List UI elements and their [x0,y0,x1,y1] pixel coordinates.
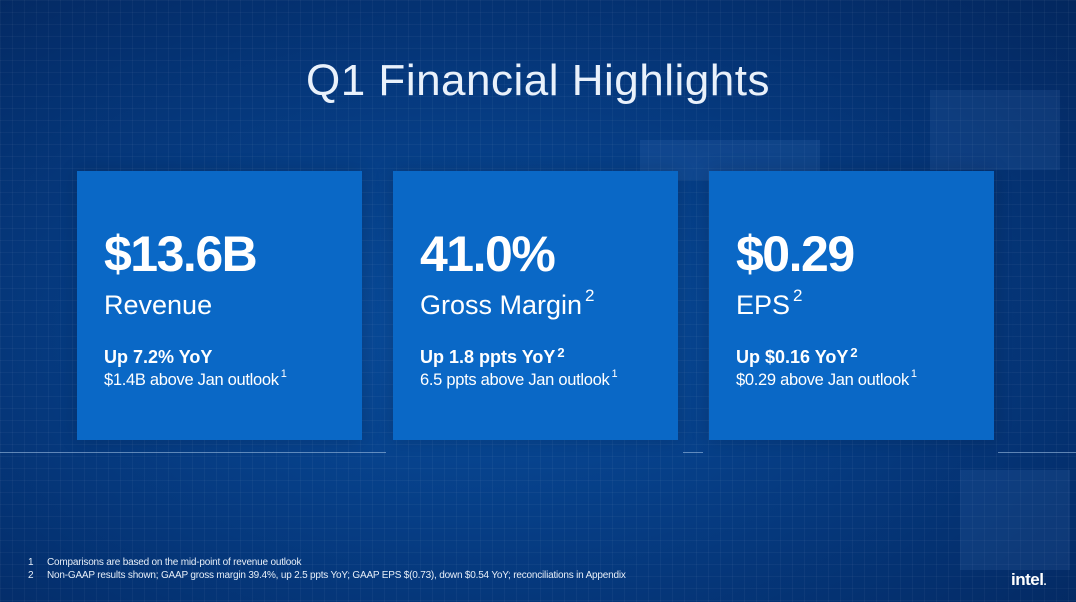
eps-outlook: $0.29 above Jan outlook 1 [736,367,917,389]
revenue-outlook: $1.4B above Jan outlook 1 [104,367,287,389]
gross-margin-card: 41.0% Gross Margin 2 Up 1.8 ppts YoY 2 6.5… [393,171,678,440]
footnote-ref: 2 [850,344,858,360]
revenue-card: $13.6B Revenue Up 7.2% YoY $1.4B above J… [77,171,362,440]
eps-label: EPS 2 [736,286,803,320]
gross-margin-yoy: Up 1.8 ppts YoY 2 [420,344,565,367]
revenue-label: Revenue [104,290,213,320]
footnotes: 1 Comparisons are based on the mid-point … [28,556,626,582]
revenue-yoy: Up 7.2% YoY [104,346,213,367]
background-glow [960,470,1070,570]
eps-value: $0.29 [736,226,855,282]
intel-logo: intel. [1010,570,1046,589]
eps-card: $0.29 EPS 2 Up $0.16 YoY 2 $0.29 above Jan… [709,171,994,440]
divider-line [998,452,1076,453]
gross-margin-label: Gross Margin 2 [420,286,595,320]
footnote-ref: 1 [910,367,917,380]
gross-margin-outlook: 6.5 ppts above Jan outlook 1 [420,367,618,389]
footnote-ref: 2 [793,286,803,305]
footnote-1: 1 Comparisons are based on the mid-point … [28,557,302,568]
footnote-ref: 2 [557,344,565,360]
revenue-value: $13.6B [104,226,258,282]
footnote-2: 2 Non-GAAP results shown; GAAP gross marg… [28,570,626,581]
gross-margin-value: 41.0% [420,226,556,282]
footnote-ref: 2 [585,286,595,305]
eps-yoy: Up $0.16 YoY 2 [736,344,858,367]
footnote-ref: 1 [611,367,618,380]
slide-title: Q1 Financial Highlights [306,56,770,105]
footnote-ref: 1 [280,367,287,380]
divider-line [683,452,703,453]
background-glow [930,90,1060,170]
divider-line [0,452,386,453]
